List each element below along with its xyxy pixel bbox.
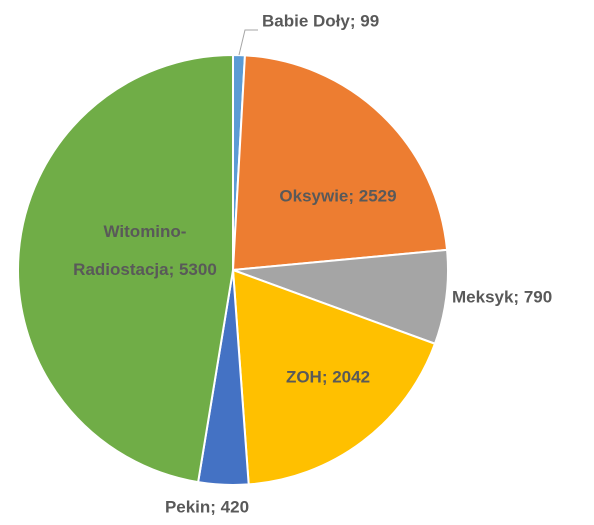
data-label: Babie Doły; 99 <box>262 11 379 30</box>
data-label-line: Radiostacja; 5300 <box>73 260 217 279</box>
data-label: Meksyk; 790 <box>452 287 552 306</box>
pie-slice <box>17 53 234 484</box>
data-label: Oksywie; 2529 <box>279 186 396 205</box>
leader-line <box>238 29 258 56</box>
data-label: Pekin; 420 <box>165 497 249 516</box>
pie-slice <box>231 268 437 486</box>
data-label: ZOH; 2042 <box>286 367 370 386</box>
data-label: Witomino- Radiostacja; 5300 <box>73 222 217 279</box>
pie-slice <box>231 54 449 272</box>
data-label-line: Witomino- <box>104 222 187 241</box>
